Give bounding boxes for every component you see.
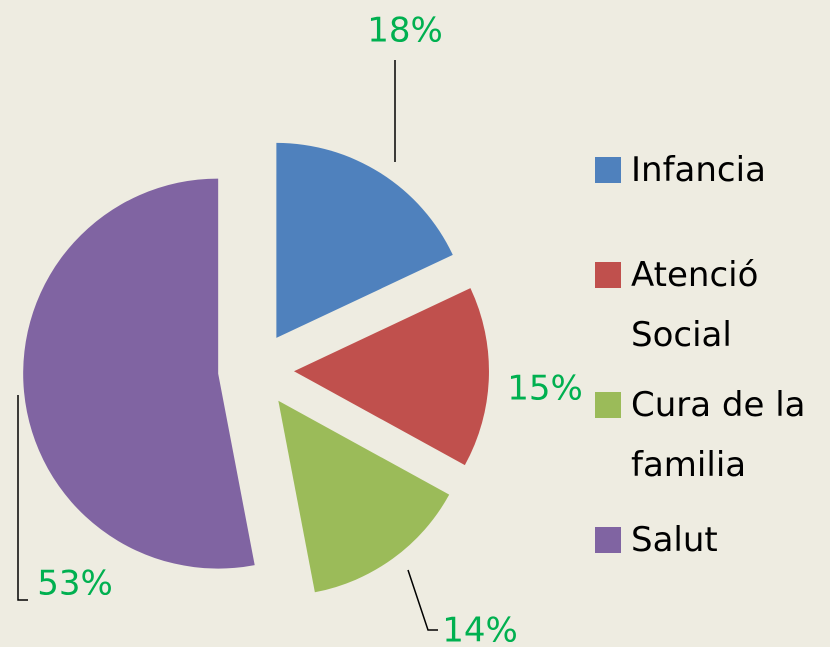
legend-swatch <box>595 157 621 183</box>
legend-label: Salut <box>631 520 718 560</box>
pie-slice <box>293 288 489 466</box>
leader-line <box>407 569 438 631</box>
pie-slice <box>276 142 453 338</box>
leader-line <box>17 395 28 601</box>
legend-label: Cura de la familia <box>631 385 806 485</box>
legend-item: Cura de la familia <box>595 375 830 495</box>
legend-label: Atenció Social <box>631 255 759 355</box>
legend-label: Infancia <box>631 150 766 190</box>
leader-lines <box>17 60 438 631</box>
data-label: 15% <box>507 369 583 409</box>
legend-swatch <box>595 262 621 288</box>
pie-slice <box>23 178 255 569</box>
legend-item: Atenció Social <box>595 245 830 365</box>
data-label: 53% <box>37 564 113 604</box>
pie-slice <box>278 400 450 593</box>
legend-item: Infancia <box>595 140 830 200</box>
legend-item: Salut <box>595 510 830 570</box>
data-label: 18% <box>367 11 443 51</box>
legend-swatch <box>595 392 621 418</box>
data-label: 14% <box>442 611 518 647</box>
legend-swatch <box>595 527 621 553</box>
